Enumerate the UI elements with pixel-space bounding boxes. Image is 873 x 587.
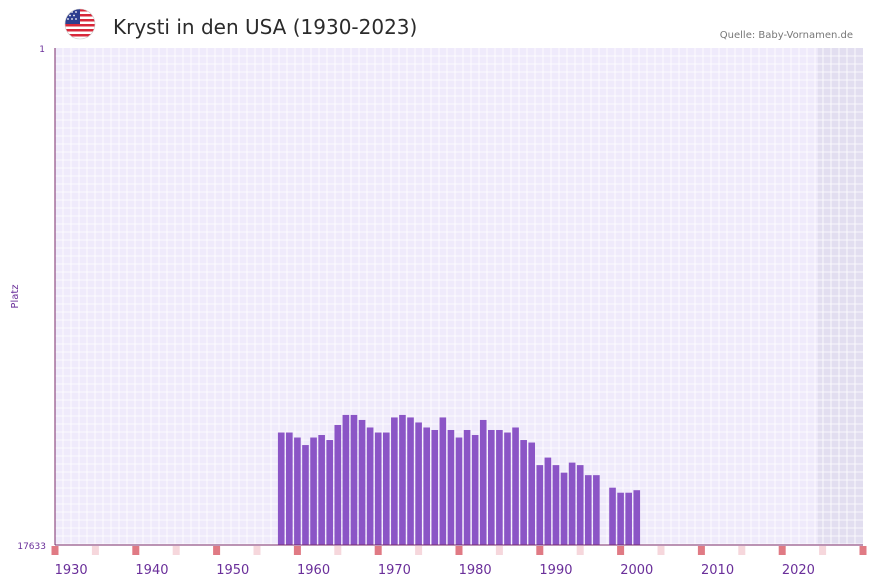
bar-1972 xyxy=(407,417,414,545)
bar-1964 xyxy=(342,414,350,545)
bar-1962 xyxy=(326,440,334,545)
bar-1999 xyxy=(625,492,632,545)
bar-1998 xyxy=(617,492,624,545)
half-decade-marker-2013 xyxy=(738,546,746,555)
bar-1991 xyxy=(560,472,568,545)
year-markers xyxy=(51,546,867,555)
bar-series xyxy=(277,414,641,545)
gridlines xyxy=(55,48,863,545)
bar-1994 xyxy=(584,475,592,545)
decade-marker-1988 xyxy=(536,546,544,555)
bar-1978 xyxy=(455,437,463,545)
bar-1975 xyxy=(431,429,439,545)
bar-1989 xyxy=(544,457,552,545)
bar-1984 xyxy=(504,432,511,545)
half-decade-marker-2003 xyxy=(657,546,665,555)
decade-marker-1978 xyxy=(455,546,463,555)
chart-header: Krysti in den USA (1930-2023) Quelle: Ba… xyxy=(0,0,873,48)
bar-1959 xyxy=(302,445,309,545)
bar-1979 xyxy=(463,429,471,545)
x-tick-label-1960: 1960 xyxy=(297,563,330,578)
bar-1988 xyxy=(536,465,544,545)
half-decade-marker-1943 xyxy=(172,546,180,555)
bar-1985 xyxy=(512,427,519,545)
bar-1965 xyxy=(350,414,358,545)
us-flag-icon xyxy=(64,8,96,40)
bar-1981 xyxy=(479,419,487,545)
bar-1971 xyxy=(399,414,406,545)
bar-1969 xyxy=(382,432,390,545)
x-tick-label-1950: 1950 xyxy=(216,563,249,578)
y-tick-label-top: 1 xyxy=(39,45,45,55)
bar-1990 xyxy=(552,465,560,545)
decade-marker-1928 xyxy=(51,546,59,555)
x-tick-label-1980: 1980 xyxy=(459,563,492,578)
bar-1970 xyxy=(391,417,398,545)
bar-1983 xyxy=(496,429,503,545)
decade-marker-1998 xyxy=(617,546,625,555)
decade-marker-2018 xyxy=(778,546,786,555)
bar-1967 xyxy=(366,427,374,545)
bar-1986 xyxy=(520,440,527,545)
x-tick-label-2000: 2000 xyxy=(620,563,653,578)
y-axis-label: Platz xyxy=(10,284,21,308)
bar-1995 xyxy=(593,475,600,545)
bar-1993 xyxy=(576,465,584,545)
bar-1974 xyxy=(423,427,430,545)
half-decade-marker-1973 xyxy=(415,546,423,555)
bar-1987 xyxy=(528,442,536,545)
bar-1958 xyxy=(294,437,301,545)
decade-marker-1948 xyxy=(213,546,221,555)
bar-1960 xyxy=(310,437,317,545)
bar-1973 xyxy=(415,422,422,545)
decade-marker-1958 xyxy=(293,546,301,555)
bar-1963 xyxy=(334,424,342,545)
half-decade-marker-1993 xyxy=(576,546,584,555)
bar-1957 xyxy=(286,432,293,545)
bar-2000 xyxy=(633,490,641,545)
half-decade-marker-1953 xyxy=(253,546,261,555)
bar-1997 xyxy=(609,487,616,545)
source-label: Quelle: Baby-Vornamen.de xyxy=(719,30,853,41)
bar-1966 xyxy=(358,419,366,545)
bar-1976 xyxy=(439,417,447,545)
x-tick-labels: 1930 1940 1950 1960 1970 1980 1990 2000 2010 2020 xyxy=(55,563,815,578)
bar-1956 xyxy=(277,432,285,545)
bar-1982 xyxy=(488,429,495,545)
half-decade-marker-1963 xyxy=(334,546,342,555)
x-tick-label-1990: 1990 xyxy=(539,563,572,578)
decade-marker-1938 xyxy=(132,546,140,555)
chart-title: Krysti in den USA (1930-2023) xyxy=(113,15,418,39)
x-tick-label-2010: 2010 xyxy=(701,563,734,578)
bar-1968 xyxy=(374,432,382,545)
x-tick-label-1970: 1970 xyxy=(378,563,411,578)
bar-1992 xyxy=(568,462,576,545)
bar-1980 xyxy=(471,435,479,545)
x-tick-label-2020: 2020 xyxy=(782,563,815,578)
half-decade-marker-1933 xyxy=(91,546,99,555)
bar-1961 xyxy=(318,435,325,545)
y-tick-label-bottom: 17633 xyxy=(17,542,46,552)
x-tick-label-1930: 1930 xyxy=(55,563,88,578)
half-decade-marker-2023 xyxy=(819,546,827,555)
bar-1977 xyxy=(447,429,455,545)
decade-marker-1968 xyxy=(374,546,382,555)
future-band xyxy=(817,48,863,545)
x-tick-label-1940: 1940 xyxy=(135,563,168,578)
decade-marker-2028 xyxy=(859,546,867,555)
decade-marker-2008 xyxy=(697,546,705,555)
half-decade-marker-1983 xyxy=(495,546,503,555)
